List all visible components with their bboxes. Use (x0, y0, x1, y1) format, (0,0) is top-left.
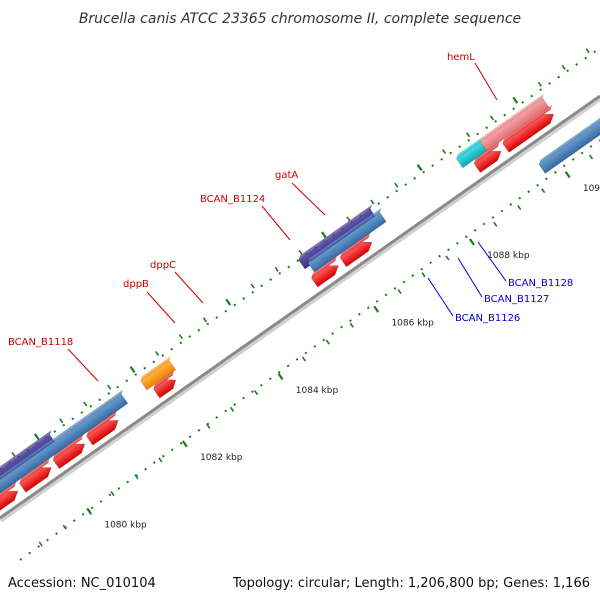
tick-mark (373, 305, 380, 313)
leader-line (474, 62, 498, 101)
tick-mark (230, 406, 235, 412)
reverse-cds[interactable] (85, 411, 125, 446)
tick-mark (493, 221, 498, 227)
leader-line (457, 257, 483, 298)
genome-summary-text: Topology: circular; Length: 1,206,800 bp… (232, 576, 590, 591)
lower-dotted-track (19, 139, 600, 561)
tick-mark (346, 216, 351, 222)
tick-label: 1082 kbp (200, 453, 243, 463)
gene-label-heml[interactable]: hemL (447, 52, 475, 63)
feature-bcan_b1118[interactable] (139, 355, 179, 391)
tick-mark (274, 266, 279, 272)
tick-mark (397, 289, 402, 295)
upper-dotted-track (0, 47, 600, 471)
tick-mark (517, 205, 522, 211)
feature-dppb[interactable] (306, 207, 389, 273)
tick-mark (225, 298, 232, 306)
tick-label: 1088 kbp (487, 251, 530, 261)
accession-text: Accession: NC_010104 (8, 576, 156, 591)
reverse-cds[interactable] (338, 232, 378, 268)
tick-mark (277, 373, 284, 381)
reverse-cds[interactable] (51, 434, 91, 470)
leader-line (67, 348, 99, 382)
gene-label-bcan_b1124[interactable]: BCAN_B1124 (200, 194, 265, 205)
tick-mark (564, 171, 571, 179)
map-title: Brucella canis ATCC 23365 chromosome II,… (79, 11, 521, 27)
tick-mark (537, 81, 542, 87)
feature-bcan_b1124[interactable] (455, 137, 490, 169)
tick-mark (250, 283, 255, 289)
reverse-cds[interactable] (0, 481, 24, 517)
tick-mark (38, 541, 43, 547)
tick-label: 1084 kbp (296, 386, 339, 396)
reverse-cds[interactable] (310, 256, 345, 288)
tick-mark (325, 339, 330, 345)
backbone-shadow (0, 95, 600, 523)
tick-mark (541, 188, 546, 194)
tick-mark (206, 423, 211, 429)
tick-mark (62, 524, 67, 530)
tick-mark (110, 491, 115, 497)
tick-mark (178, 334, 184, 340)
reverse-cds[interactable] (18, 458, 58, 493)
gene-label-gata[interactable]: gatA (275, 170, 298, 181)
gene-label-dppc[interactable]: dppC (150, 260, 176, 271)
tick-mark (370, 199, 375, 205)
tick-label: 1080 kbp (104, 520, 147, 530)
leader-line (261, 205, 291, 241)
tick-label: 1090 kbp (583, 184, 600, 194)
tick-mark (561, 64, 566, 70)
backbone (0, 94, 600, 520)
reverse-cds-track (0, 104, 560, 517)
tick-mark (588, 154, 594, 160)
tick-mark (202, 317, 207, 323)
tick-label: 1086 kbp (391, 319, 434, 329)
leader-line (477, 241, 507, 282)
tick-mark (253, 390, 259, 396)
tick-mark (489, 115, 495, 121)
gene-label-bcan_b1118[interactable]: BCAN_B1118 (8, 337, 73, 348)
tick-marks: 1080 kbp 1082 kbp 1084 kbp 1086 kbp 1088 kbp… (11, 48, 600, 547)
gene-label-bcan_b1128[interactable]: BCAN_B1128 (508, 278, 573, 289)
tick-mark (512, 96, 519, 104)
tick-mark (158, 457, 163, 463)
tick-mark (154, 350, 160, 356)
tick-mark (321, 231, 327, 239)
tick-mark (301, 356, 307, 362)
tick-mark (394, 182, 399, 188)
tick-mark (469, 238, 475, 246)
tick-mark (421, 272, 426, 278)
tick-mark (107, 384, 112, 390)
tick-mark (416, 164, 423, 172)
gene-label-bcan_b1127[interactable]: BCAN_B1127 (484, 294, 549, 305)
reverse-cds[interactable] (152, 370, 182, 399)
tick-mark (465, 132, 471, 138)
reverse-cds[interactable] (472, 141, 507, 173)
tick-mark (442, 149, 447, 155)
tick-mark (445, 255, 450, 261)
tick-mark (134, 474, 139, 480)
unlabeled-feature[interactable] (0, 389, 131, 495)
tick-mark (11, 451, 16, 457)
leader-line (427, 277, 454, 317)
tick-mark (129, 365, 136, 373)
leader-line (291, 182, 326, 216)
tick-mark (181, 440, 188, 448)
tick-mark (298, 249, 303, 256)
tick-mark (83, 401, 88, 407)
gene-label-bcan_b1126[interactable]: BCAN_B1126 (455, 313, 520, 324)
reverse-cds[interactable] (501, 104, 560, 153)
leader-line (174, 271, 204, 304)
tick-mark (86, 507, 93, 515)
gene-label-dppb[interactable]: dppB (123, 279, 149, 290)
tick-mark (349, 322, 354, 328)
leader-line (146, 291, 176, 324)
tick-mark (59, 418, 64, 424)
tick-mark (585, 48, 590, 54)
tick-mark (33, 433, 40, 441)
